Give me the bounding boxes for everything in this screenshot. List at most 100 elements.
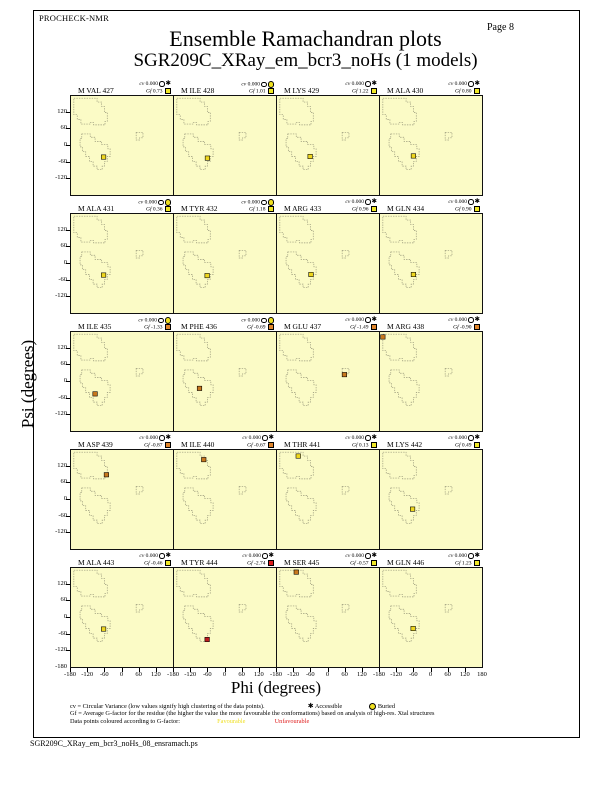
left-handed-alpha-region (238, 485, 247, 495)
accessible-star-icon: ✱ (165, 552, 171, 560)
cv-value: cv 0.000 ✱ (345, 434, 377, 442)
ramachandran-plot (70, 449, 174, 550)
psi-tick-label: -60 (58, 393, 67, 401)
psi-tick-mark (66, 600, 70, 602)
phi-tick-label: -60 (99, 671, 109, 678)
accessible-star-icon: ✱ (371, 434, 377, 442)
gf-value: Gf 1.18 (249, 205, 274, 212)
psi-tick-label: 0 (41, 377, 67, 384)
gf-value: Gf -0.87 (144, 441, 171, 448)
gf-value: Gf -1.33 (144, 323, 171, 330)
left-handed-alpha-region (238, 367, 247, 377)
phi-tick-mark (138, 668, 140, 672)
ramachandran-plot (379, 331, 483, 432)
cv-value: cv 0.000 ✱ (345, 198, 377, 206)
figure-legend: cv = Circular Variance (low values signi… (70, 702, 550, 725)
circle-icon (365, 199, 371, 205)
psi-tick-label: -60 (58, 157, 67, 165)
circle-icon (262, 553, 268, 559)
psi-tick-label: 60 (60, 596, 68, 604)
gf-color-square (267, 441, 274, 448)
gf-color-square (164, 87, 171, 94)
gf-value: Gf -0.67 (247, 441, 274, 448)
data-point (92, 391, 98, 397)
beta-region (382, 333, 417, 362)
buried-icon (369, 703, 377, 711)
ramachandran-plot (276, 331, 380, 432)
residue-label: M LYS 429 (284, 86, 320, 95)
circle-icon (159, 553, 165, 559)
alpha-region (79, 251, 111, 289)
cell-header: M PHE 436 cv 0.000 Gf -0.69 (173, 317, 277, 331)
gf-color-square (164, 205, 171, 212)
beta-region (279, 569, 314, 598)
gf-color-square (267, 87, 274, 94)
ramachandran-plot (379, 213, 483, 314)
psi-tick-mark (66, 499, 70, 500)
psi-tick-mark (66, 617, 70, 618)
beta-region (382, 569, 417, 598)
psi-tick-mark (66, 650, 70, 652)
psi-tick-mark (66, 583, 70, 585)
ramachandran-plot (173, 567, 277, 668)
left-handed-alpha-region (238, 603, 247, 613)
psi-tick-mark (66, 263, 70, 264)
gf-value: Gf -0.90 (453, 323, 480, 330)
gf-color-square (267, 205, 274, 212)
footer-filename: SGR209C_XRay_em_bcr3_noHs_08_ensramach.p… (30, 739, 198, 748)
ramachandran-plot (173, 213, 277, 314)
cell-header: M VAL 427 cv 0.000 ✱ Gf 0.73 (70, 81, 174, 95)
legend-favourable-label: Favourable (217, 717, 246, 725)
cv-value: cv 0.000 ✱ (448, 198, 480, 206)
cv-value: cv 0.000 ✱ (242, 552, 274, 560)
phi-tick-label: 60 (341, 671, 348, 678)
psi-tick-mark (66, 381, 70, 382)
phi-tick-label: -180 (167, 671, 179, 678)
phi-tick-mark (430, 668, 432, 672)
data-point (101, 626, 107, 632)
left-handed-alpha-region (135, 367, 144, 377)
circle-icon (468, 81, 474, 87)
psi-tick-mark (66, 296, 70, 298)
residue-label: M ARG 438 (387, 322, 425, 331)
left-handed-alpha-region (444, 485, 453, 495)
ramachandran-cell: M VAL 427 cv 0.000 ✱ Gf 0.73 (70, 81, 174, 196)
gf-color-square (267, 323, 274, 330)
residue-label: M TYR 444 (181, 558, 218, 567)
psi-tick-mark (66, 145, 70, 146)
legend-accessible-label: Accessible (314, 703, 343, 710)
gf-color-square (370, 205, 377, 212)
ramachandran-cell: M TYR 444 cv 0.000 ✱ Gf -2.74 (173, 553, 277, 668)
accessible-star-icon: ✱ (474, 434, 480, 442)
ramachandran-plot (70, 331, 174, 432)
alpha-region (182, 605, 214, 643)
phi-tick-mark (207, 668, 209, 672)
alpha-region (285, 605, 317, 643)
data-point (101, 154, 107, 160)
data-point (410, 506, 416, 512)
cv-value: cv 0.000 (241, 81, 274, 88)
psi-tick-label: -60 (58, 511, 67, 519)
beta-region (279, 333, 314, 362)
psi-tick-label: 120 (57, 579, 67, 587)
phi-tick-mark (344, 668, 346, 672)
gf-color-square (473, 441, 480, 448)
circle-icon (468, 553, 474, 559)
cell-header: M TYR 444 cv 0.000 ✱ Gf -2.74 (173, 553, 277, 567)
beta-region (382, 215, 417, 244)
beta-region (176, 569, 211, 598)
data-point (204, 637, 210, 642)
cv-value: cv 0.000 ✱ (345, 316, 377, 324)
ramachandran-plot (276, 449, 380, 550)
phi-tick-label: -180 (373, 671, 385, 678)
circle-icon (159, 81, 165, 87)
gf-value: Gf 0.36 (146, 205, 171, 212)
left-handed-alpha-region (341, 485, 350, 495)
gf-color-square (267, 559, 274, 566)
ramachandran-plot (379, 567, 483, 668)
psi-tick-label: -120 (55, 292, 67, 300)
beta-region (176, 333, 211, 362)
psi-tick-label: 120 (57, 461, 67, 469)
phi-tick-label: 180 (477, 671, 487, 678)
ramachandran-cell: M PHE 436 cv 0.000 Gf -0.69 (173, 317, 277, 432)
